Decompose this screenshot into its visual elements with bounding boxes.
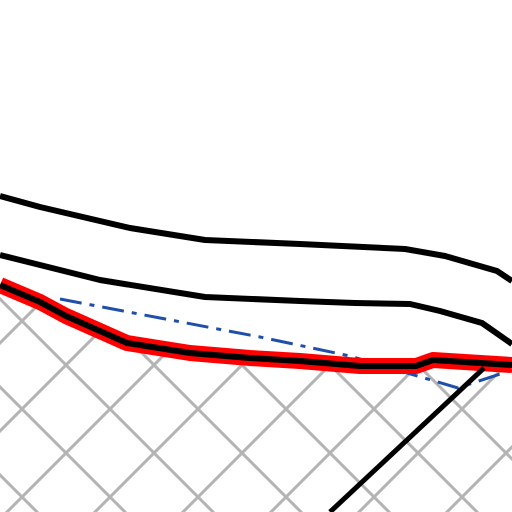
diagonal-line[interactable] xyxy=(328,366,486,512)
road-edge-lower-line[interactable] xyxy=(0,252,512,347)
highlighted-boundary-line[interactable] xyxy=(0,277,512,374)
road-edge-upper-line[interactable] xyxy=(0,193,512,284)
